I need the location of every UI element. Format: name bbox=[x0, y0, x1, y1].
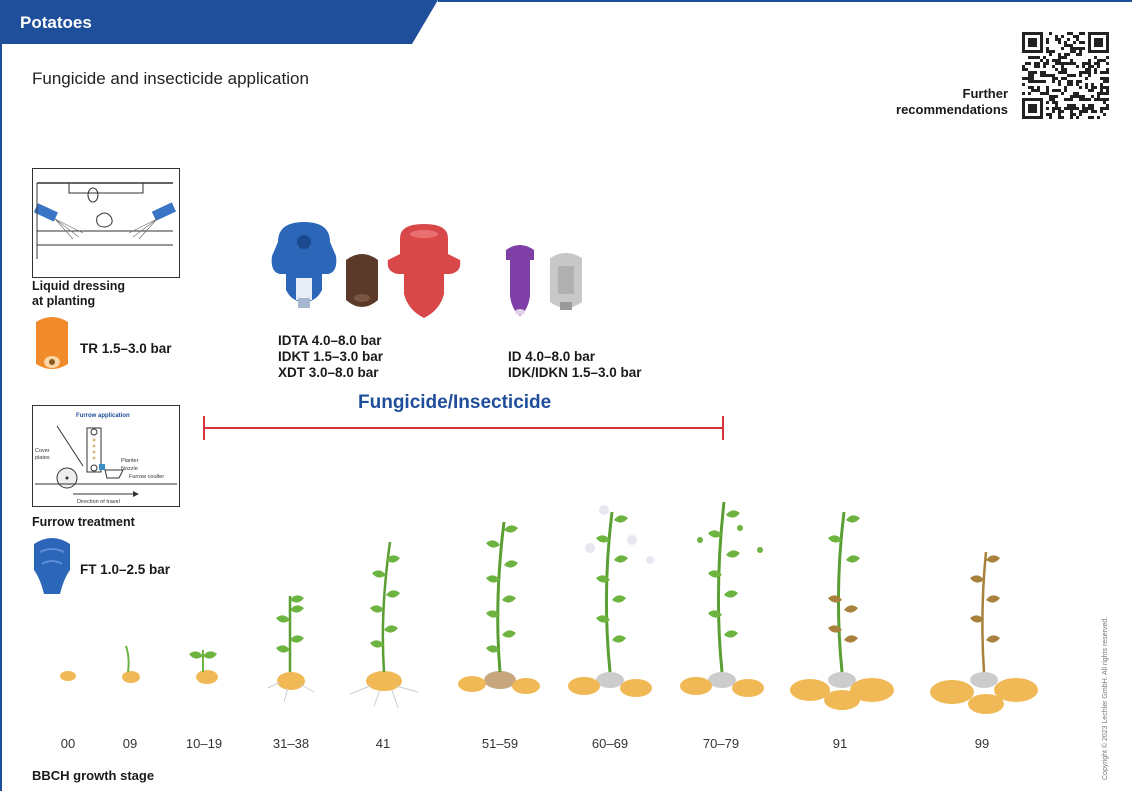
ft-nozzle-icon bbox=[34, 538, 70, 594]
idta-nozzle-icon bbox=[271, 222, 337, 308]
application-label: Fungicide/Insecticide bbox=[358, 392, 552, 413]
idk-nozzle-icon bbox=[550, 253, 582, 310]
liquid-dressing-label: Liquid dressing at planting bbox=[32, 279, 125, 309]
furrow-coulter-label: Furrow coulter bbox=[129, 474, 164, 480]
furrow-planter-label: Planter bbox=[121, 458, 139, 464]
qr-code-icon[interactable] bbox=[1022, 32, 1112, 120]
stage-label: 31–38 bbox=[272, 736, 310, 751]
stage-label: 51–59 bbox=[481, 736, 519, 751]
bbch-axis-label: BBCH growth stage bbox=[32, 768, 155, 783]
copyright: Copyright © 2023 Lechler GmbH. All right… bbox=[1102, 616, 1109, 780]
header-bar: Potatoes bbox=[0, 0, 1132, 44]
idkt-label: IDKT 1.5–3.0 bar bbox=[278, 349, 384, 364]
further-line2: recommendations bbox=[896, 102, 1008, 117]
id-label: ID 4.0–8.0 bar bbox=[508, 349, 596, 364]
furrow-nozzle-label: Nozzle bbox=[121, 466, 138, 472]
stage-label: 70–79 bbox=[702, 736, 740, 751]
stage-label: 09 bbox=[122, 736, 138, 751]
stage-label: 91 bbox=[832, 736, 848, 751]
furrow-treatment-label: Furrow treatment bbox=[32, 515, 135, 529]
stage-label: 60–69 bbox=[591, 736, 629, 751]
stage-label: 99 bbox=[974, 736, 990, 751]
tr-nozzle-icon bbox=[36, 317, 68, 369]
idk-label: IDK/IDKN 1.5–3.0 bar bbox=[508, 365, 642, 380]
furrow-diagram-title: Furrow application bbox=[76, 413, 130, 419]
furrow-cover-label: Cover bbox=[35, 448, 50, 454]
ft-nozzle-label: FT 1.0–2.5 bar bbox=[80, 562, 171, 577]
stage-label: 00 bbox=[60, 736, 76, 751]
furrow-direction-label: Direction of travel bbox=[77, 499, 120, 505]
stage-label: 10–19 bbox=[185, 736, 223, 751]
stage-label: 41 bbox=[375, 736, 391, 751]
furrow-application-diagram: Furrow application Cover plates Planter … bbox=[32, 405, 180, 507]
idta-label: IDTA 4.0–8.0 bar bbox=[278, 333, 382, 348]
application-range-bar bbox=[203, 416, 724, 440]
further-line1: Further bbox=[962, 86, 1009, 101]
furrow-plates-label: plates bbox=[35, 455, 50, 461]
idkt-nozzle-icon bbox=[346, 254, 378, 307]
nozzle-group-2: ID 4.0–8.0 bar IDK/IDKN 1.5–3.0 bar bbox=[508, 349, 642, 381]
liquid-dressing-line1: Liquid dressing bbox=[32, 279, 126, 293]
tr-nozzle-label: TR 1.5–3.0 bar bbox=[80, 341, 172, 356]
page-title: Potatoes bbox=[20, 13, 92, 32]
id-nozzle-icon bbox=[506, 245, 534, 316]
further-recommendations[interactable]: Further recommendations bbox=[896, 86, 1008, 118]
nozzle-group-1: IDTA 4.0–8.0 bar IDKT 1.5–3.0 bar XDT 3.… bbox=[278, 333, 383, 381]
xdt-label: XDT 3.0–8.0 bar bbox=[278, 365, 379, 380]
liquid-dressing-line2: at planting bbox=[32, 294, 96, 308]
liquid-dressing-diagram bbox=[32, 168, 180, 278]
xdt-nozzle-icon bbox=[387, 224, 461, 318]
subtitle: Fungicide and insecticide application bbox=[32, 69, 309, 88]
